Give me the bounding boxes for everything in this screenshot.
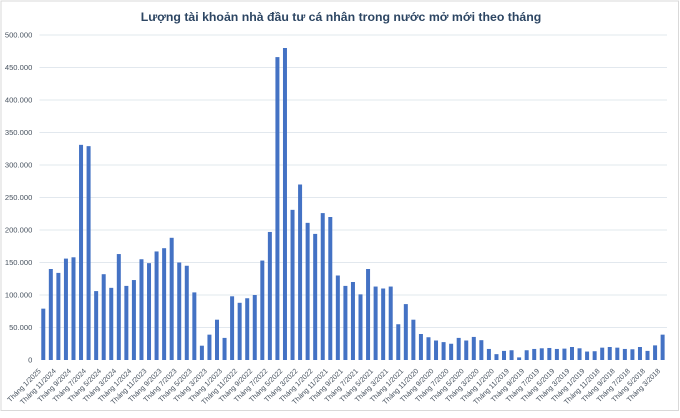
svg-text:500.000: 500.000 xyxy=(5,31,32,40)
svg-text:300.000: 300.000 xyxy=(5,161,32,170)
svg-text:50.000: 50.000 xyxy=(9,323,32,332)
svg-text:200.000: 200.000 xyxy=(5,226,32,235)
svg-text:400.000: 400.000 xyxy=(5,96,32,105)
svg-text:250.000: 250.000 xyxy=(5,193,32,202)
svg-text:100.000: 100.000 xyxy=(5,291,32,300)
svg-text:0: 0 xyxy=(28,356,32,365)
svg-text:450.000: 450.000 xyxy=(5,63,32,72)
svg-text:350.000: 350.000 xyxy=(5,128,32,137)
svg-text:Lượng tài khoản nhà đầu tư cá: Lượng tài khoản nhà đầu tư cá nhân trong… xyxy=(141,10,542,24)
svg-text:150.000: 150.000 xyxy=(5,258,32,267)
